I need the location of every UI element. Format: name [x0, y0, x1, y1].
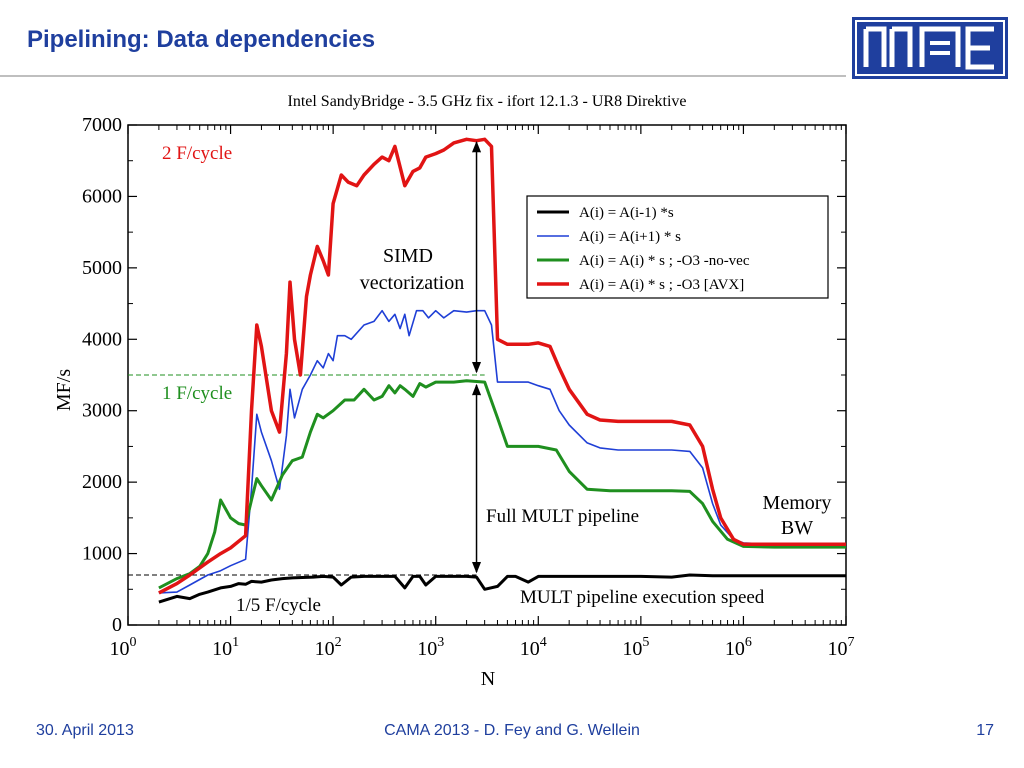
slide-title: Pipelining: Data dependencies [27, 26, 376, 53]
y-axis-label: MF/s [53, 369, 75, 411]
label-2-f-cycle: 2 F/cycle [162, 143, 232, 164]
legend-box [526, 195, 829, 299]
arrow-head [472, 361, 481, 374]
x-tick-label: 104 [520, 635, 547, 660]
x-tick-label: 102 [315, 635, 342, 660]
legend-label: A(i) = A(i) * s ; -O3 [AVX] [579, 277, 744, 293]
y-tick-label: 3000 [82, 400, 122, 422]
annotation-full-mult: Full MULT pipeline [486, 506, 639, 527]
annotation-vectorization: vectorization [360, 272, 464, 294]
label-1-5-f-cycle: 1/5 F/cycle [236, 595, 321, 616]
performance-chart: Intel SandyBridge - 3.5 GHz fix - ifort … [53, 93, 855, 690]
annotation-bw: BW [781, 517, 813, 539]
annotation-memory: Memory [763, 492, 832, 514]
y-tick-label: 5000 [82, 257, 122, 279]
series-line [158, 573, 846, 604]
series-line [158, 309, 847, 594]
footer-event: CAMA 2013 - D. Fey and G. Wellein [384, 722, 640, 739]
x-tick-label: 100 [110, 635, 137, 660]
x-tick-label: 103 [417, 635, 444, 660]
series-line [158, 137, 846, 595]
y-tick-label: 4000 [82, 328, 122, 350]
series-line [158, 379, 846, 590]
slide-footer: 30. April 2013 CAMA 2013 - D. Fey and G.… [0, 722, 1024, 746]
y-tick-label: 0 [112, 614, 122, 636]
x-tick-label: 105 [622, 635, 649, 660]
legend-label: A(i) = A(i+1) * s [579, 229, 681, 245]
title-divider [0, 75, 846, 77]
x-axis-label: N [481, 668, 495, 690]
arrow-head [472, 561, 481, 574]
y-tick-label: 7000 [82, 114, 122, 136]
page-number: 17 [976, 722, 994, 739]
x-tick-label: 107 [828, 635, 855, 660]
arrow-head [472, 383, 481, 396]
annotation-simd: SIMD [383, 245, 433, 267]
x-tick-label: 101 [212, 635, 239, 660]
annotation-mult-speed: MULT pipeline execution speed [520, 587, 765, 608]
y-tick-label: 2000 [82, 471, 122, 493]
y-tick-label: 1000 [82, 543, 122, 565]
rrze-logo [852, 17, 1008, 79]
y-tick-label: 6000 [82, 185, 122, 207]
chart-title: Intel SandyBridge - 3.5 GHz fix - ifort … [287, 93, 686, 110]
arrow-head [472, 140, 481, 153]
label-1-f-cycle: 1 F/cycle [162, 383, 232, 404]
footer-date: 30. April 2013 [36, 722, 134, 739]
x-tick-label: 106 [725, 635, 752, 660]
legend-label: A(i) = A(i-1) *s [579, 205, 674, 221]
legend-label: A(i) = A(i) * s ; -O3 -no-vec [579, 253, 750, 269]
